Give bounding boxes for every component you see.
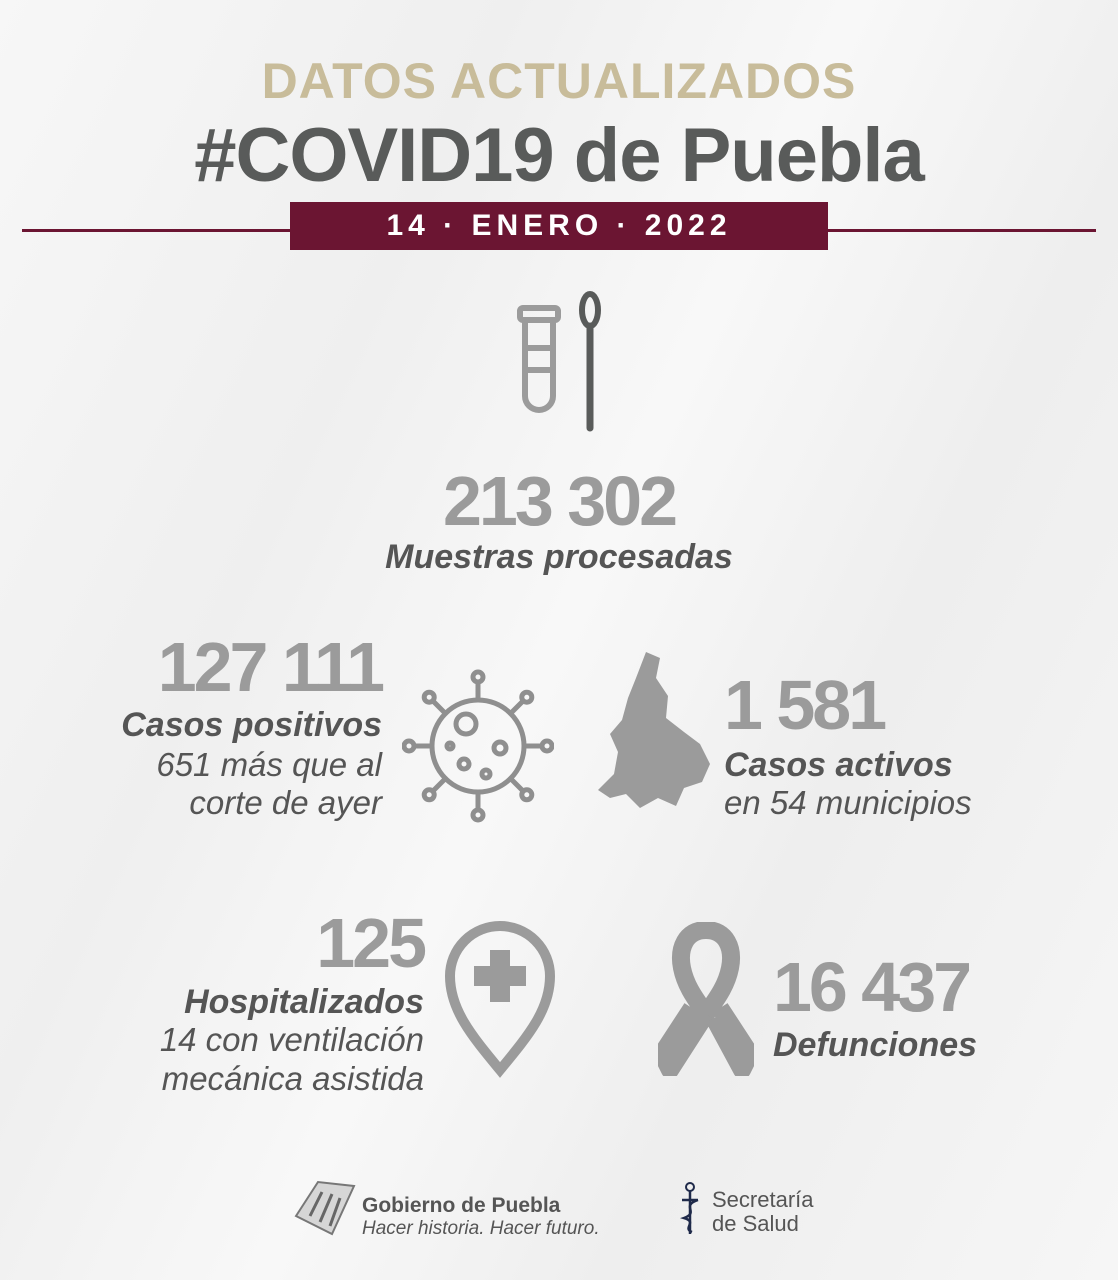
samples-value: 213 302 [442, 462, 678, 540]
positive-value: 127 111 [157, 628, 385, 706]
health-line-2: de Salud [712, 1211, 799, 1236]
gov-slogan: Hacer historia. Hacer futuro. [362, 1218, 600, 1239]
positive-detail-2: corte de ayer [189, 784, 382, 821]
date-banner: 14 · ENERO · 2022 [290, 202, 828, 250]
health-line-1: Secretaría [712, 1187, 814, 1212]
positive-detail-1: 651 más que al [156, 746, 382, 783]
health-caduceus-icon [680, 1182, 699, 1234]
hospitalized-label: Hospitalizados [184, 983, 424, 1021]
hospitalized-detail-2: mecánica asistida [161, 1060, 424, 1097]
hospitalized-detail-1: 14 con ventilación [159, 1021, 424, 1058]
ribbon-icon [658, 922, 754, 1076]
gov-name: Gobierno de Puebla [362, 1194, 561, 1217]
active-value: 1 581 [724, 666, 887, 744]
active-label: Casos activos [724, 746, 953, 784]
active-detail: en 54 municipios [724, 784, 972, 821]
test-tube-swab-icon [517, 291, 601, 432]
deaths-label: Defunciones [773, 1026, 978, 1064]
samples-label: Muestras procesadas [385, 538, 733, 576]
gobierno-puebla-logo-icon [294, 1180, 356, 1236]
hospitalized-value: 125 [316, 904, 427, 982]
header-subtitle: #COVID19 de Puebla [194, 113, 925, 198]
hospital-pin-icon [444, 921, 556, 1078]
positive-label: Casos positivos [121, 706, 382, 744]
puebla-map-icon [598, 652, 710, 808]
header-title: DATOS ACTUALIZADOS [261, 53, 857, 109]
deaths-value: 16 437 [773, 948, 972, 1026]
virus-icon [402, 669, 554, 824]
